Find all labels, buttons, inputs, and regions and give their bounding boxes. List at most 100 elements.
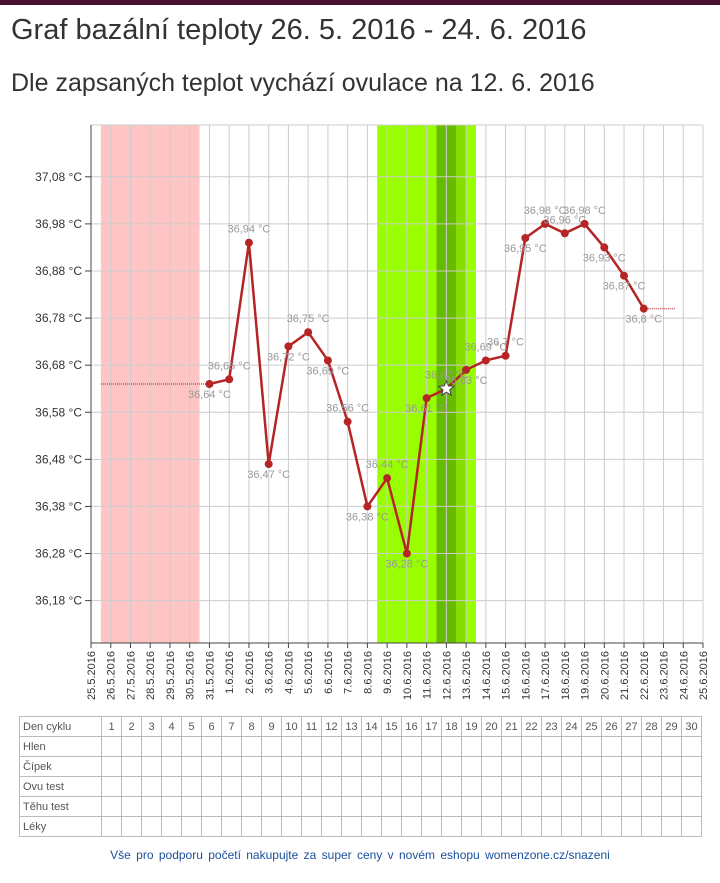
table-cell (581, 736, 602, 757)
data-point (600, 243, 609, 252)
table-cell (481, 796, 502, 817)
table-cell (561, 756, 582, 777)
table-cell (401, 756, 422, 777)
table-cell (261, 776, 282, 797)
data-label: 36,96 °C (543, 214, 586, 226)
x-tick-label: 8.6.2016 (362, 651, 374, 694)
table-row: Hlen (19, 736, 702, 757)
table-cell (541, 816, 562, 837)
table-cell (241, 816, 262, 837)
data-point (541, 219, 550, 228)
table-cell (681, 776, 702, 797)
table-cell (641, 756, 662, 777)
table-cell (201, 796, 222, 817)
table-cell (661, 736, 682, 757)
table-cell (421, 756, 442, 777)
data-label: 36,98 °C (563, 205, 606, 217)
table-row-label: Hlen (19, 736, 102, 757)
cycle-day-cell: 6 (201, 716, 222, 737)
table-cell (421, 796, 442, 817)
x-tick-label: 26.5.2016 (106, 651, 118, 700)
table-cell (581, 796, 602, 817)
table-cell (421, 816, 442, 837)
table-cell (441, 736, 462, 757)
x-tick-label: 15.6.2016 (501, 651, 513, 700)
table-cell (201, 816, 222, 837)
table-cell (341, 816, 362, 837)
table-cell (321, 756, 342, 777)
data-point (383, 474, 392, 483)
table-cell (361, 776, 382, 797)
data-point (343, 417, 352, 426)
table-cell (481, 776, 502, 797)
x-tick-label: 17.6.2016 (540, 651, 552, 700)
table-cell (301, 756, 322, 777)
footer-link[interactable]: Vše pro podporu početí nakupujte za supe… (110, 848, 610, 862)
table-cell (501, 776, 522, 797)
table-cell (461, 756, 482, 777)
data-label: 36,67 °C (425, 370, 468, 382)
y-tick-label: 36,38 °C (35, 499, 82, 513)
x-tick-label: 31.5.2016 (204, 651, 216, 700)
data-label: 36,8 °C (625, 314, 662, 326)
data-point (462, 365, 471, 374)
cycle-day-cell: 10 (281, 716, 302, 737)
cycle-day-cell: 28 (641, 716, 662, 737)
data-point (501, 351, 510, 360)
table-cell (181, 796, 202, 817)
table-cell (361, 756, 382, 777)
table-cell (281, 776, 302, 797)
table-cell (601, 816, 622, 837)
x-tick-label: 29.5.2016 (165, 651, 177, 700)
table-cell (501, 796, 522, 817)
cycle-day-cell: 11 (301, 716, 322, 737)
table-cell (221, 736, 242, 757)
table-cell (361, 736, 382, 757)
table-cell (221, 756, 242, 777)
table-cell (101, 816, 122, 837)
table-cell (541, 776, 562, 797)
table-row-label: Den cyklu (19, 716, 102, 737)
y-tick-label: 36,88 °C (35, 264, 82, 278)
table-cell (261, 816, 282, 837)
x-tick-label: 18.6.2016 (560, 651, 572, 700)
table-cell (401, 776, 422, 797)
table-cell (681, 816, 702, 837)
table-cell (481, 816, 502, 837)
cycle-day-cell: 19 (461, 716, 482, 737)
cycle-day-cell: 13 (341, 716, 362, 737)
table-cell (581, 816, 602, 837)
table-cell (121, 736, 142, 757)
cycle-day-cell: 16 (401, 716, 422, 737)
x-tick-label: 14.6.2016 (481, 651, 493, 700)
table-cell (601, 776, 622, 797)
data-point (580, 219, 589, 228)
data-label: 36,69 °C (464, 341, 507, 353)
table-cell (481, 736, 502, 757)
x-tick-label: 27.5.2016 (125, 651, 137, 700)
table-cell (561, 736, 582, 757)
table-cell (121, 796, 142, 817)
table-cell (101, 796, 122, 817)
table-cell (621, 736, 642, 757)
table-cell (201, 756, 222, 777)
data-point (560, 229, 569, 238)
table-cell (561, 816, 582, 837)
table-row-label: Těhu test (19, 796, 102, 817)
cycle-day-cell: 9 (261, 716, 282, 737)
table-cell (441, 796, 462, 817)
data-label: 36,93 °C (583, 252, 626, 264)
table-cell (421, 736, 442, 757)
data-label: 36,94 °C (227, 224, 270, 236)
y-tick-label: 36,68 °C (35, 358, 82, 372)
table-cell (221, 816, 242, 837)
data-point (402, 549, 411, 558)
data-point (620, 271, 629, 280)
table-row: Těhu test (19, 796, 702, 817)
table-cell (381, 756, 402, 777)
table-cell (521, 776, 542, 797)
table-cell (541, 796, 562, 817)
cycle-day-cell: 20 (481, 716, 502, 737)
table-cell (461, 796, 482, 817)
table-row: Léky (19, 816, 702, 837)
